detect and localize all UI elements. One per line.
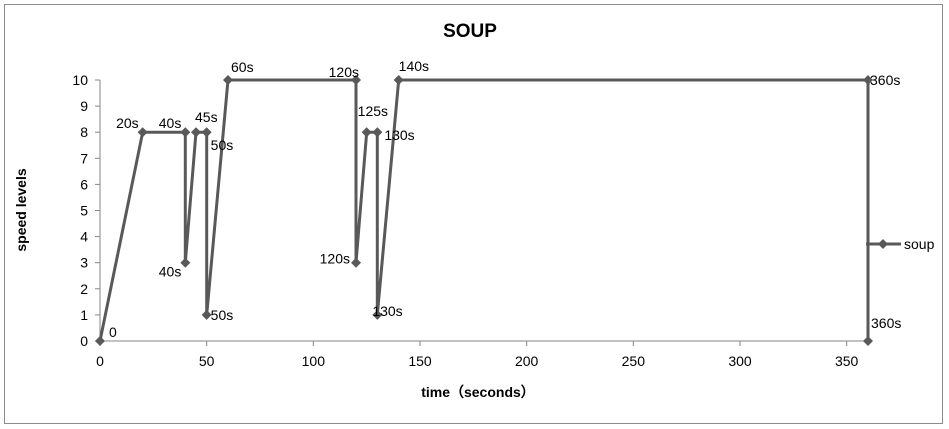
x-tick-label: 200 [515, 353, 539, 369]
data-point-marker [393, 75, 404, 85]
data-label: 0 [109, 324, 117, 340]
data-label: 50s [211, 307, 234, 323]
data-point-marker [351, 75, 361, 85]
series-layer [95, 75, 873, 346]
data-point-marker [180, 127, 191, 138]
data-label: 60s [231, 59, 254, 75]
legend-marker [878, 239, 888, 249]
y-tick-label: 5 [80, 203, 88, 219]
data-point-marker [201, 127, 212, 138]
y-tick-label: 7 [80, 150, 88, 166]
data-label: 360s [871, 315, 901, 331]
data-label: 120s [329, 64, 359, 80]
data-label: 140s [399, 58, 429, 74]
x-tick-label: 350 [835, 353, 859, 369]
x-axis-title: time（seconds） [421, 384, 535, 400]
legend: soup [866, 236, 935, 252]
chart-title: SOUP [443, 21, 497, 42]
y-tick-label: 9 [80, 98, 88, 114]
data-label: 20s [116, 115, 139, 131]
series-line-soup [98, 78, 870, 342]
y-tick-label: 6 [80, 176, 88, 192]
chart-frame [4, 4, 943, 424]
data-point-marker [137, 127, 148, 138]
data-point-marker [361, 127, 372, 138]
y-tick-label: 2 [80, 281, 88, 297]
y-tick-label: 3 [80, 255, 88, 271]
y-axis-title: speed levels [13, 168, 29, 251]
data-point-marker [863, 336, 873, 346]
x-tick-label: 300 [728, 353, 752, 369]
x-tick-label: 250 [622, 353, 646, 369]
data-label: 45s [195, 109, 218, 125]
x-tick-label: 150 [408, 353, 432, 369]
x-tick-label: 0 [96, 353, 104, 369]
y-tick-label: 8 [80, 124, 88, 140]
y-tick-label: 4 [80, 229, 88, 245]
data-point-marker [351, 257, 361, 268]
data-point-marker [372, 309, 383, 320]
data-point-marker [191, 127, 201, 138]
y-tick-label: 0 [80, 333, 88, 349]
legend-label: soup [904, 236, 935, 252]
data-label: 125s [358, 103, 388, 119]
x-tick-label: 50 [199, 353, 215, 369]
data-label: 40s [159, 115, 182, 131]
x-tick-label: 100 [302, 353, 326, 369]
y-tick-label: 10 [72, 72, 88, 88]
data-point-marker [372, 127, 383, 138]
data-label: 50s [211, 137, 234, 153]
data-point-marker [180, 257, 191, 268]
data-point-marker [863, 75, 873, 85]
data-label: 120s [320, 251, 350, 267]
data-label: 40s [159, 264, 182, 280]
data-point-marker [95, 336, 105, 346]
data-point-marker [201, 309, 212, 320]
data-point-marker [223, 75, 233, 85]
data-label: 130s [384, 127, 414, 143]
data-label: 130s [372, 303, 402, 319]
y-tick-label: 1 [80, 307, 88, 323]
data-label: 360s [870, 72, 900, 88]
data-labels: 0 20s 40s 40s 45s 50s 50s 60s 120s 120s 125s 130s 13… [109, 58, 901, 340]
